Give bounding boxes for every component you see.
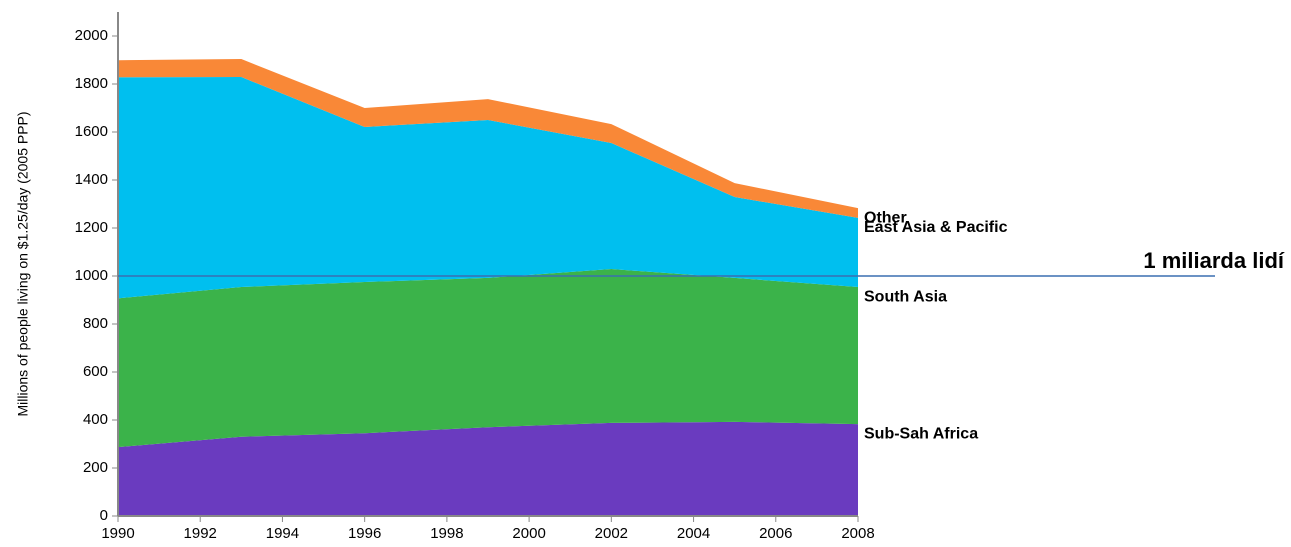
y-tick-label: 0	[100, 507, 108, 524]
x-tick-label: 1996	[348, 525, 381, 542]
x-tick-label: 1992	[184, 525, 217, 542]
reference-label: 1 miliarda lidí	[1143, 248, 1284, 273]
x-tick-label: 1998	[430, 525, 463, 542]
x-tick-label: 2006	[759, 525, 792, 542]
y-tick-label: 200	[83, 459, 108, 476]
y-tick-label: 1200	[75, 219, 108, 236]
series-label: East Asia & Pacific	[864, 219, 1008, 236]
area	[118, 269, 858, 448]
x-tick-label: 1990	[101, 525, 134, 542]
y-tick-label: 1600	[75, 123, 108, 140]
y-tick-label: 2000	[75, 27, 108, 44]
series-label: Sub-Sah Africa	[864, 425, 978, 442]
area	[118, 77, 858, 299]
y-axis-label: Millions of people living on $1.25/day (…	[15, 111, 31, 416]
y-tick-label: 1400	[75, 171, 108, 188]
x-tick-label: 1994	[266, 525, 299, 542]
y-tick-label: 1000	[75, 267, 108, 284]
x-tick-label: 2000	[512, 525, 545, 542]
y-tick-label: 600	[83, 363, 108, 380]
x-tick-label: 2004	[677, 525, 710, 542]
x-tick-label: 2002	[595, 525, 628, 542]
series-label: Other	[864, 209, 907, 226]
series-label: South Asia	[864, 288, 947, 305]
area	[118, 59, 858, 218]
y-tick-label: 400	[83, 411, 108, 428]
area	[118, 421, 858, 516]
x-tick-label: 2008	[841, 525, 874, 542]
y-tick-label: 800	[83, 315, 108, 332]
y-tick-label: 1800	[75, 75, 108, 92]
